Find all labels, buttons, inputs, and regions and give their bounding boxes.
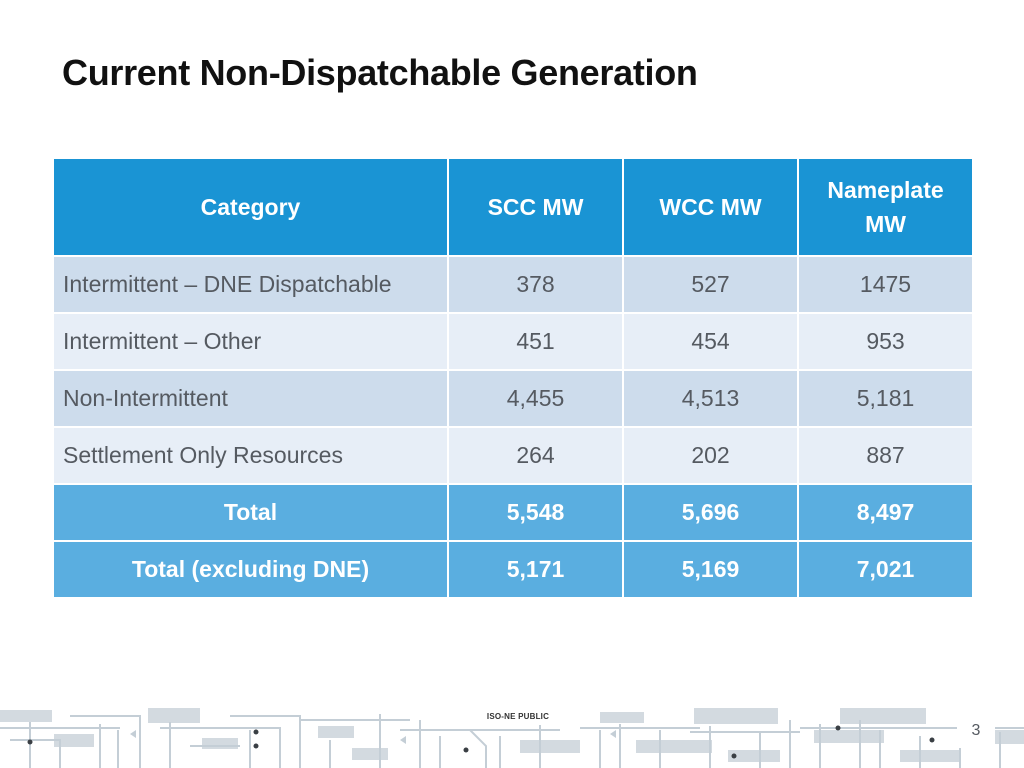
row-nameplate-value: 1475 [797,255,974,314]
row-nameplate-value: 953 [797,312,974,371]
row-category: Intermittent – Other [52,312,449,371]
row-category: Intermittent – DNE Dispatchable [52,255,449,314]
row-category: Non-Intermittent [52,369,449,428]
row-wcc-value: 527 [622,255,799,314]
row-nameplate-value: 887 [797,426,974,485]
total-excluding-dne-wcc-value: 5,169 [622,540,799,599]
row-wcc-value: 454 [622,312,799,371]
generation-table: Category SCC MW WCC MW Nameplate MW Inte… [52,157,974,599]
header-wcc-mw: WCC MW [622,157,799,257]
row-scc-value: 4,455 [447,369,624,428]
row-wcc-value: 4,513 [622,369,799,428]
total-wcc-value: 5,696 [622,483,799,542]
header-scc-mw: SCC MW [447,157,624,257]
row-wcc-value: 202 [622,426,799,485]
table-row: Intermittent – DNE Dispatchable 378 527 … [52,255,974,314]
total-excluding-dne-scc-value: 5,171 [447,540,624,599]
row-scc-value: 378 [447,255,624,314]
slide-title: Current Non-Dispatchable Generation [62,52,698,93]
total-excluding-dne-row: Total (excluding DNE) 5,171 5,169 7,021 [52,540,974,599]
circuit-footer-graphic [0,708,1024,768]
total-scc-value: 5,548 [447,483,624,542]
row-scc-value: 451 [447,312,624,371]
table-row: Intermittent – Other 451 454 953 [52,312,974,371]
table-header-row: Category SCC MW WCC MW Nameplate MW [52,157,974,257]
footer-classification-label: ISO-NE PUBLIC [472,709,564,725]
total-row: Total 5,548 5,696 8,497 [52,483,974,542]
total-excluding-dne-nameplate-value: 7,021 [797,540,974,599]
header-category: Category [52,157,449,257]
header-nameplate-mw: Nameplate MW [797,157,974,257]
total-label: Total [52,483,449,542]
total-nameplate-value: 8,497 [797,483,974,542]
table-row: Non-Intermittent 4,455 4,513 5,181 [52,369,974,428]
table-row: Settlement Only Resources 264 202 887 [52,426,974,485]
row-category: Settlement Only Resources [52,426,449,485]
row-nameplate-value: 5,181 [797,369,974,428]
page-number: 3 [957,714,995,748]
total-excluding-dne-label: Total (excluding DNE) [52,540,449,599]
row-scc-value: 264 [447,426,624,485]
